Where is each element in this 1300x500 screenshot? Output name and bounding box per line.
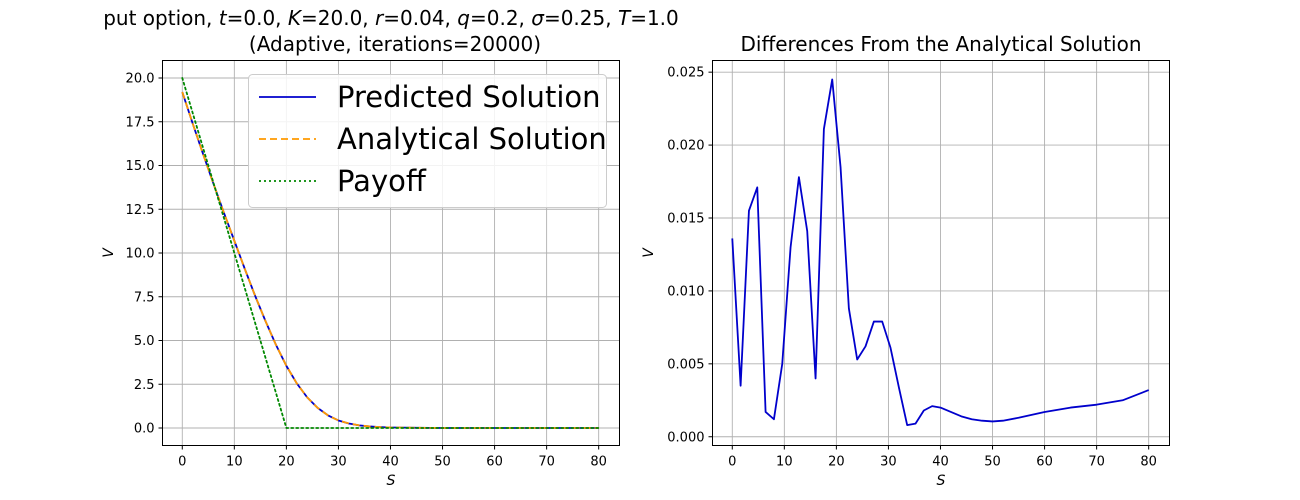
x-tick-label: 40	[382, 455, 399, 470]
series-line	[731, 78, 1150, 426]
x-tick-label: 80	[1140, 455, 1157, 470]
y-tick-label: 0.025	[667, 66, 704, 81]
x-tick-label: 20	[278, 455, 295, 470]
x-tick-label: 30	[330, 455, 347, 470]
legend-label: Analytical Solution	[337, 122, 607, 156]
series-group	[181, 77, 600, 429]
series-group	[731, 78, 1150, 426]
y-tick-label: 12.5	[126, 203, 155, 218]
y-tick-label: 0.020	[667, 139, 704, 154]
plot-differences: Differences From the Analytical Solution…	[641, 32, 1170, 489]
x-tick-label: 10	[776, 455, 793, 470]
x-tick-label: 0	[178, 455, 186, 470]
plot-price: put option, t=0.0, K=20.0, r=0.04, q=0.2…	[101, 6, 679, 489]
y-tick-label: 10.0	[126, 247, 155, 262]
grid	[162, 60, 620, 446]
tick-labels: 0 10 20 30 40 50 60 70 80 0.0 2.5 5.0 7.5 10.0 12.5 15.…	[126, 72, 607, 470]
y-tick-label: 5.0	[134, 334, 155, 349]
chart-title-line-1: put option, t=0.0, K=20.0, r=0.04, q=0.2…	[103, 6, 679, 30]
x-tick-label: 20	[828, 455, 845, 470]
x-tick-label: 0	[728, 455, 736, 470]
legend-frame	[248, 74, 607, 208]
x-tick-label: 40	[932, 455, 949, 470]
legend-label: Payoff	[337, 164, 427, 198]
y-tick-label: 17.5	[126, 115, 155, 130]
tick-labels: 0 10 20 30 40 50 60 70 80 0.000 0.005 0.010 0.015 0.0…	[667, 66, 1157, 470]
y-tick-label: 0.015	[667, 212, 704, 227]
chart-title-line-2: (Adaptive, iterations=20000)	[249, 32, 541, 56]
y-tick-label: 20.0	[126, 72, 155, 87]
x-tick-label: 30	[880, 455, 897, 470]
legend: Predicted Solution Analytical Solution Pay…	[248, 74, 607, 208]
axes-frame	[712, 60, 1170, 446]
y-axis-label: V	[101, 247, 117, 258]
legend-label: Predicted Solution	[337, 80, 601, 114]
y-tick-label: 0.005	[667, 357, 704, 372]
y-tick-label: 15.0	[126, 159, 155, 174]
x-tick-label: 80	[590, 455, 607, 470]
y-tick-label: 0.010	[667, 284, 704, 299]
y-tick-label: 0.000	[667, 430, 704, 445]
y-axis-label: V	[641, 247, 657, 258]
x-tick-label: 10	[226, 455, 243, 470]
x-axis-label: S	[387, 473, 396, 489]
series-payoff	[181, 77, 600, 429]
y-tick-label: 2.5	[134, 378, 155, 393]
x-tick-label: 70	[538, 455, 555, 470]
chart-title: Differences From the Analytical Solution	[740, 32, 1141, 56]
x-axis-label: S	[937, 473, 946, 489]
y-tick-label: 0.0	[134, 422, 155, 437]
x-tick-label: 50	[984, 455, 1001, 470]
x-tick-label: 60	[1036, 455, 1053, 470]
grid	[712, 60, 1170, 446]
y-tick-label: 7.5	[134, 290, 155, 305]
x-tick-label: 60	[486, 455, 503, 470]
x-tick-label: 70	[1088, 455, 1105, 470]
x-tick-label: 50	[434, 455, 451, 470]
